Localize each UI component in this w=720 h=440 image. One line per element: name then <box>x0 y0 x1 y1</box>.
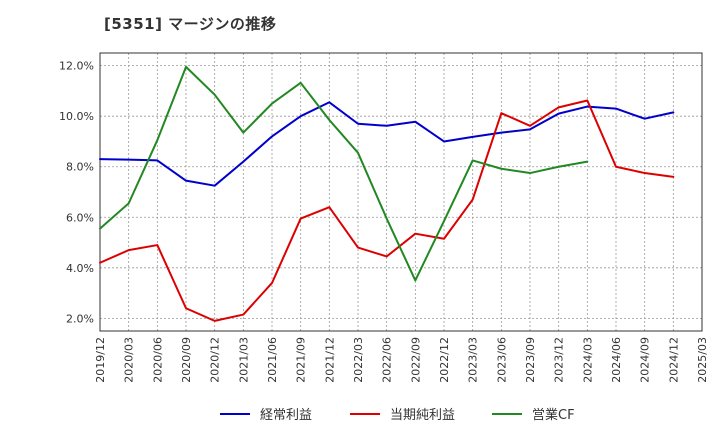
x-tick-label: 2021/09 <box>295 337 308 383</box>
series-line-1 <box>99 101 675 187</box>
series-line-2 <box>99 99 675 322</box>
legend-label-2: 当期純利益 <box>390 408 455 423</box>
x-tick-label: 2024/06 <box>610 337 623 383</box>
y-tick-label: 6.0% <box>66 211 94 224</box>
x-tick-label: 2025/03 <box>696 337 709 383</box>
x-tick-label: 2020/09 <box>180 337 193 383</box>
x-tick-label: 2022/12 <box>438 337 451 383</box>
y-tick-label: 8.0% <box>66 161 94 174</box>
y-tick-label: 12.0% <box>59 60 94 73</box>
x-tick-label: 2020/06 <box>151 337 164 383</box>
x-tick-label: 2024/03 <box>581 337 594 383</box>
x-tick-label: 2020/12 <box>209 337 222 383</box>
x-tick-label: 2022/06 <box>381 337 394 383</box>
x-tick-label: 2022/03 <box>352 337 365 383</box>
x-tick-label: 2020/03 <box>123 337 136 383</box>
plot-frame <box>99 52 703 332</box>
series-line-3 <box>99 65 589 282</box>
legend-label-1: 経常利益 <box>260 408 312 423</box>
y-tick-label: 10.0% <box>59 110 94 123</box>
x-tick-label: 2021/03 <box>237 337 250 383</box>
y-tick-label: 4.0% <box>66 262 94 275</box>
chart-title: [5351] マージンの推移 <box>104 15 277 33</box>
legend-label-3: 営業CF <box>532 407 575 423</box>
y-tick-label: 2.0% <box>66 312 94 325</box>
plot-area <box>100 53 702 331</box>
x-tick-label: 2021/12 <box>323 337 336 383</box>
x-tick-label: 2023/06 <box>495 337 508 383</box>
x-tick-label: 2024/09 <box>639 337 652 383</box>
x-tick-label: 2023/12 <box>553 337 566 383</box>
x-tick-label: 2024/12 <box>667 337 680 383</box>
x-tick-label: 2023/03 <box>467 337 480 383</box>
x-tick-label: 2023/09 <box>524 337 537 383</box>
x-tick-label: 2022/09 <box>409 337 422 383</box>
x-tick-label: 2019/12 <box>94 337 107 383</box>
x-tick-label: 2021/06 <box>266 337 279 383</box>
